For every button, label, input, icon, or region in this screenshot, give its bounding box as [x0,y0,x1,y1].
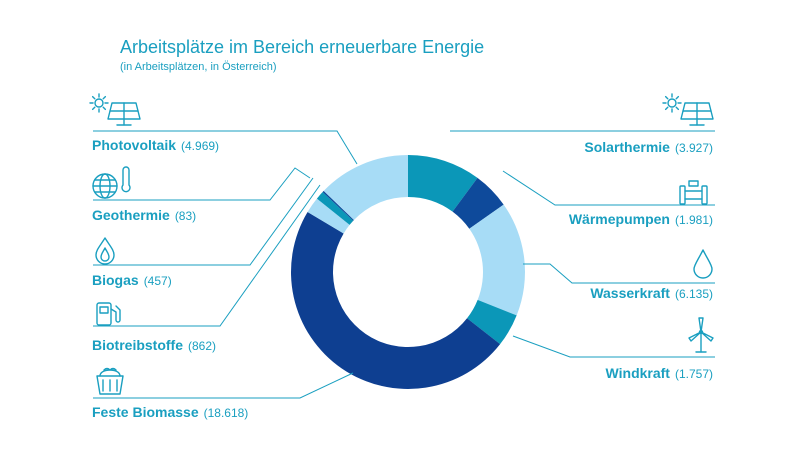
label-name: Windkraft [606,365,671,381]
fuel-pump-icon [96,302,121,326]
slice-photovoltaik [323,155,408,221]
heat-pump-pipe-icon [679,180,708,205]
label-name: Wasserkraft [590,285,670,301]
leader-line-wasserkraft [523,263,715,284]
label-name: Wärmepumpen [569,211,670,227]
leader-line-biotreibstoffe [93,184,321,327]
label-feste-biomasse: Feste Biomasse (18.618) [92,404,248,420]
label-value: (18.618) [204,406,249,420]
label-name: Geothermie [92,207,170,223]
label-value: (6.135) [675,287,713,301]
biomass-basket-icon [96,367,124,395]
solar-collector-icon [662,93,714,126]
slice-feste-biomasse [291,211,501,389]
flame-icon [95,237,115,265]
chart-subtitle: (in Arbeitsplätzen, in Österreich) [120,61,277,73]
label-waermepumpen: Wärmepumpen (1.981) [569,211,713,227]
icons-group [89,93,714,395]
label-geothermie: Geothermie (83) [92,207,196,223]
label-name: Photovoltaik [92,137,176,153]
leader-line-waermepumpen [502,170,715,206]
water-drop-icon [693,249,713,279]
label-name: Biotreibstoffe [92,337,183,353]
leader-line-biogas [93,177,314,266]
label-name: Biogas [92,272,139,288]
label-value: (4.969) [181,139,219,153]
labels-group: Solarthermie (3.927) Wärmepumpen (1.981) Was… [92,137,713,420]
label-name: Feste Biomasse [92,404,199,420]
slice-windkraft [467,299,517,345]
label-photovoltaik: Photovoltaik (4.969) [92,137,219,153]
label-value: (83) [175,209,196,223]
label-biotreibstoffe: Biotreibstoffe (862) [92,337,216,353]
leader-line-geothermie [93,167,311,201]
label-biogas: Biogas (457) [92,272,172,288]
leader-line-feste-biomasse [93,372,354,399]
slice-solarthermie [408,155,478,212]
label-value: (3.927) [675,141,713,155]
label-value: (862) [188,339,216,353]
label-value: (1.981) [675,213,713,227]
leader-line-photovoltaik [93,130,358,165]
slices-group [291,155,525,389]
label-name: Solarthermie [584,139,670,155]
globe-thermometer-icon [92,166,131,199]
chart-title: Arbeitsplätze im Bereich erneuerbare Ene… [120,37,484,57]
slice-biogas [316,192,354,225]
slice-wasserkraft [469,204,525,316]
label-value: (1.757) [675,367,713,381]
label-windkraft: Windkraft (1.757) [606,365,713,381]
leader-line-windkraft [512,335,715,358]
leader-lines-group [93,130,715,399]
slice-waermepumpen [452,177,504,229]
label-wasserkraft: Wasserkraft (6.135) [590,285,713,301]
label-value: (457) [144,274,172,288]
label-solarthermie: Solarthermie (3.927) [584,139,713,155]
sun-solar-panel-icon [89,93,141,126]
slice-geothermie [322,190,354,221]
slice-biotreibstoffe [307,198,350,234]
wind-turbine-icon [688,317,714,353]
